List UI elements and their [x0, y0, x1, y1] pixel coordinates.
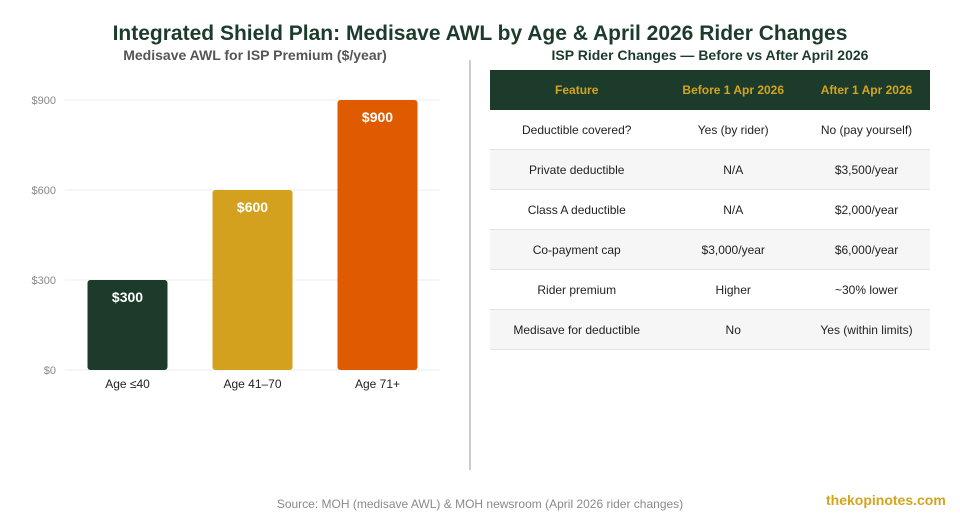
cell-after: ~30% lower	[803, 269, 930, 310]
cell-after: $3,500/year	[803, 149, 930, 190]
table-row: Rider premium Higher ~30% lower	[490, 269, 930, 310]
table-header-row: Feature Before 1 Apr 2026 After 1 Apr 20…	[490, 70, 930, 110]
bar-chart: $0 $300 $600 $900 $300 Age ≤40 $600 Age 41–70 $9…	[32, 95, 440, 391]
x-tick-label: Age 41–70	[223, 377, 281, 391]
y-tick-label: $0	[44, 365, 56, 377]
cell-before: N/A	[663, 149, 804, 190]
page-title: Integrated Shield Plan: Medisave AWL by …	[112, 22, 848, 45]
table-row: Co-payment cap $3,000/year $6,000/year	[490, 229, 930, 270]
cell-before: Higher	[663, 269, 804, 310]
table-row: Deductible covered? Yes (by rider) No (p…	[490, 110, 930, 150]
cell-feature: Rider premium	[490, 269, 664, 310]
cell-before: No	[663, 309, 804, 350]
table-row: Private deductible N/A $3,500/year	[490, 149, 930, 190]
cell-feature: Class A deductible	[490, 189, 664, 230]
bar-value-label: $300	[112, 289, 143, 305]
header-before: Before 1 Apr 2026	[663, 70, 804, 110]
cell-after: $2,000/year	[803, 189, 930, 230]
panel-divider	[469, 60, 471, 470]
cell-feature: Deductible covered?	[490, 110, 664, 150]
bar-value-label: $900	[362, 109, 393, 125]
cell-after: $6,000/year	[803, 229, 930, 270]
brand-watermark: thekopinotes.com	[826, 492, 946, 508]
table-title: ISP Rider Changes — Before vs After Apri…	[551, 47, 869, 63]
cell-before: Yes (by rider)	[663, 110, 804, 150]
table-row: Class A deductible N/A $2,000/year	[490, 189, 930, 230]
cell-after: Yes (within limits)	[803, 309, 930, 350]
y-tick-label: $900	[32, 95, 56, 107]
cell-feature: Private deductible	[490, 149, 664, 190]
bar	[212, 190, 293, 370]
x-tick-label: Age ≤40	[105, 377, 150, 391]
x-tick-label: Age 71+	[355, 377, 400, 391]
cell-before: N/A	[663, 189, 804, 230]
bar-value-label: $600	[237, 199, 268, 215]
header-after: After 1 Apr 2026	[803, 70, 930, 110]
header-feature: Feature	[490, 70, 664, 110]
cell-after: No (pay yourself)	[803, 110, 930, 150]
cell-feature: Co-payment cap	[490, 229, 664, 270]
bar	[87, 280, 168, 370]
bar	[337, 100, 418, 370]
rider-changes-table: Feature Before 1 Apr 2026 After 1 Apr 20…	[490, 70, 930, 350]
y-tick-label: $300	[32, 275, 56, 287]
chart-title: Medisave AWL for ISP Premium ($/year)	[123, 47, 387, 63]
source-note: Source: MOH (medisave AWL) & MOH newsroo…	[276, 497, 684, 511]
cell-feature: Medisave for deductible	[490, 309, 664, 350]
cell-before: $3,000/year	[663, 229, 804, 270]
y-tick-label: $600	[32, 185, 56, 197]
table-row: Medisave for deductible No Yes (within l…	[490, 309, 930, 350]
